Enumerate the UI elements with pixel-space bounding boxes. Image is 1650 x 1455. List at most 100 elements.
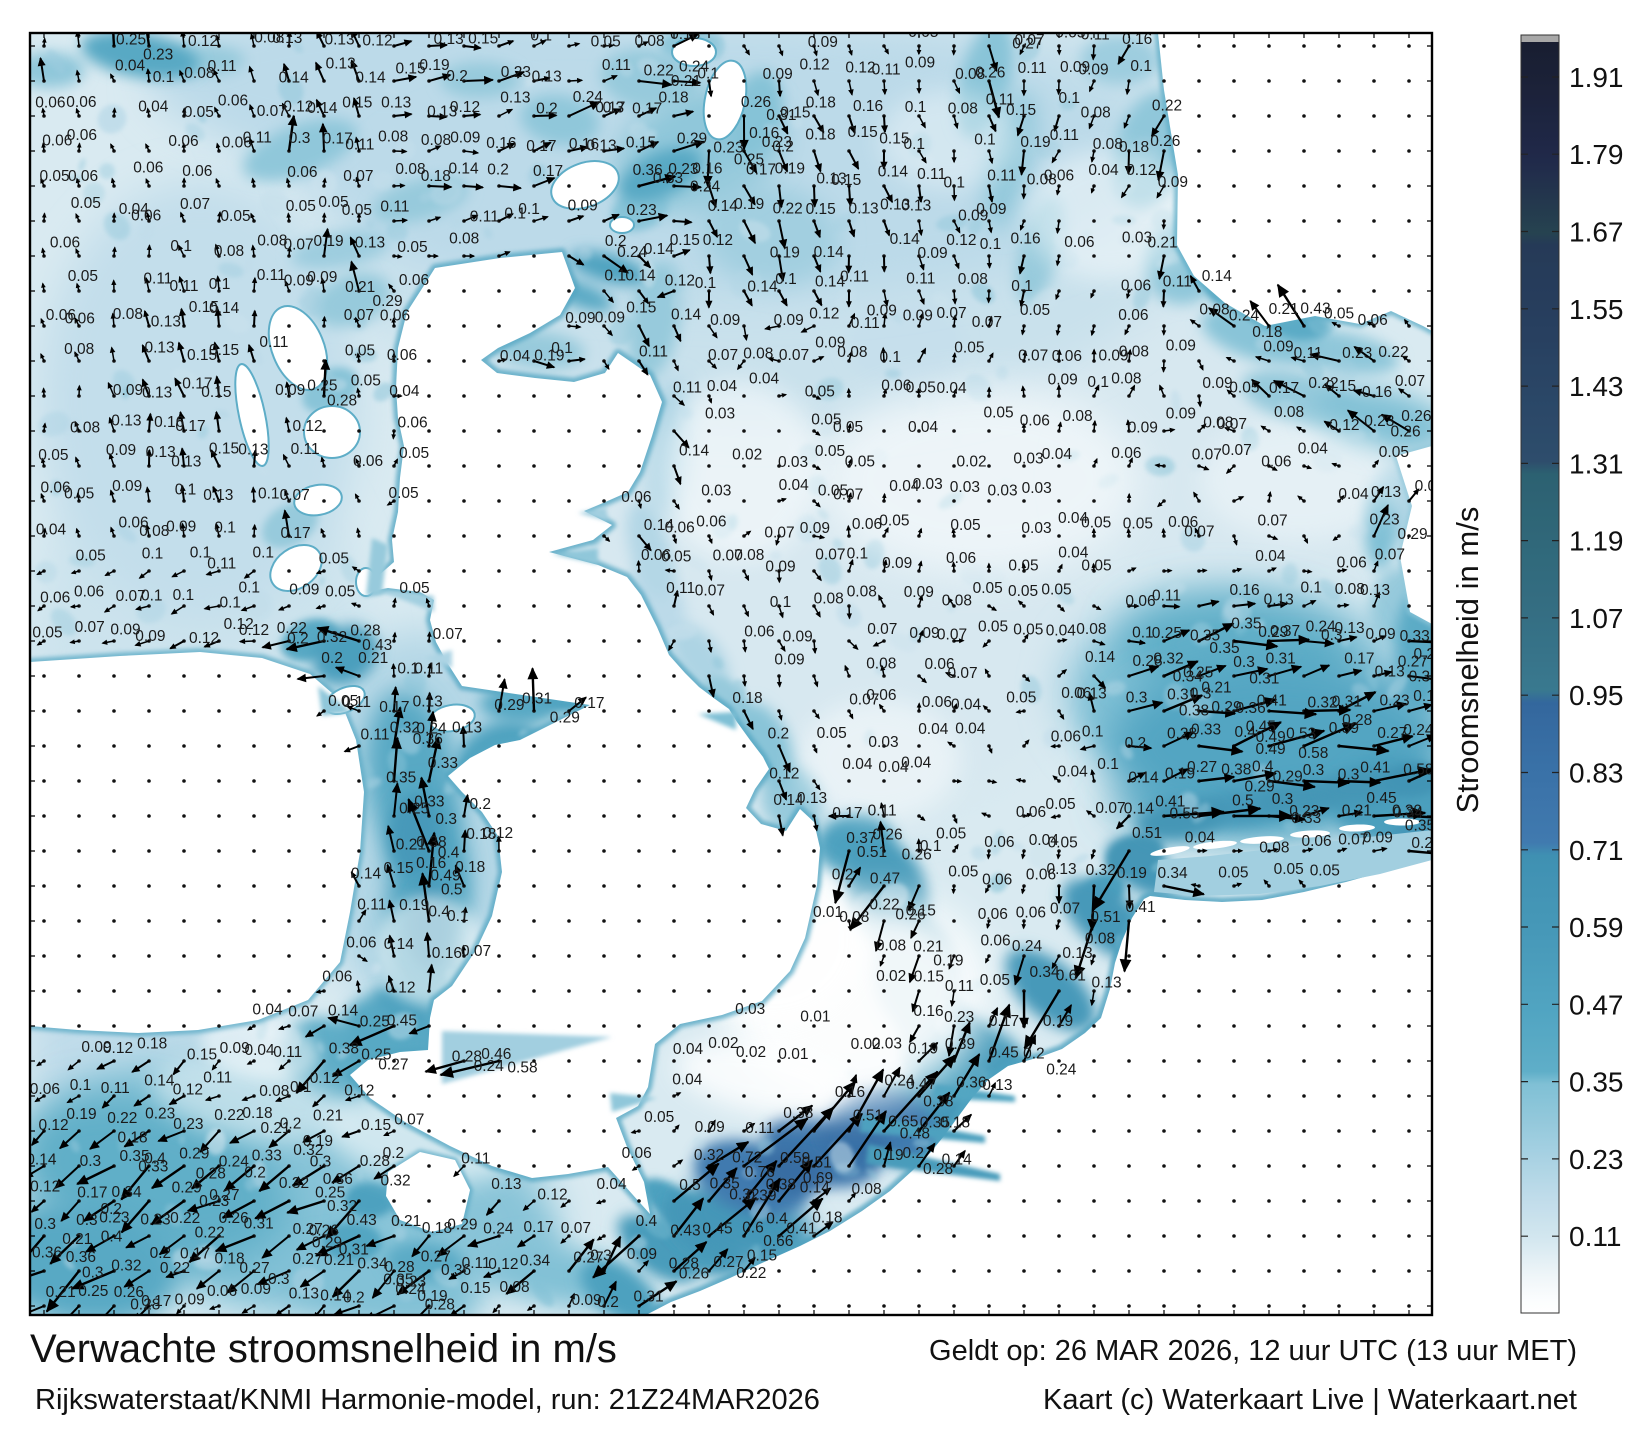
svg-text:0.08: 0.08 [1203,415,1233,432]
svg-text:0.06: 0.06 [218,93,248,110]
svg-text:0.06: 0.06 [353,453,383,470]
svg-text:0.09: 0.09 [710,312,740,329]
svg-text:0.13: 0.13 [434,31,464,48]
svg-text:0.59: 0.59 [780,1150,810,1167]
svg-text:0.38: 0.38 [923,1093,953,1110]
svg-text:0.22: 0.22 [277,620,307,637]
svg-text:0.23: 0.23 [396,1274,426,1291]
svg-text:0.21: 0.21 [671,73,701,90]
svg-text:0.09: 0.09 [1263,338,1293,355]
svg-text:0.31: 0.31 [766,107,796,124]
svg-text:0.07: 0.07 [433,626,463,643]
svg-text:0.39: 0.39 [945,1036,975,1053]
svg-text:0.09: 0.09 [808,34,838,51]
svg-text:0.32: 0.32 [694,1147,724,1164]
svg-text:0.19: 0.19 [775,161,805,178]
svg-text:0.04: 0.04 [1298,440,1329,457]
svg-text:0.27: 0.27 [293,1221,323,1238]
svg-text:0.16: 0.16 [1011,231,1041,248]
svg-text:0.06: 0.06 [984,834,1014,851]
svg-text:0.03: 0.03 [1122,229,1152,246]
svg-text:0.25: 0.25 [1152,625,1182,642]
svg-text:0.04: 0.04 [779,477,810,494]
svg-text:0.08: 0.08 [1063,408,1093,425]
svg-text:0.26: 0.26 [902,846,932,863]
svg-text:0.05: 0.05 [184,104,214,121]
svg-text:0.03: 0.03 [735,1001,765,1018]
svg-text:0.21: 0.21 [358,650,388,667]
svg-text:0.06: 0.06 [41,480,71,497]
svg-text:0.07: 0.07 [180,196,210,213]
svg-text:0.05: 0.05 [1274,861,1304,878]
svg-text:0.07: 0.07 [713,547,743,564]
svg-text:0.2: 0.2 [101,1201,123,1218]
svg-text:0.05: 0.05 [399,580,429,597]
svg-text:0.27: 0.27 [378,1057,408,1074]
svg-text:0.24: 0.24 [1046,1062,1077,1079]
svg-text:0.12: 0.12 [188,33,218,50]
svg-text:Verwachte stroomsnelheid in m/: Verwachte stroomsnelheid in m/s [30,1327,617,1371]
svg-text:0.06: 0.06 [131,208,161,225]
svg-text:0.01: 0.01 [800,1009,830,1026]
svg-text:0.13: 0.13 [1062,945,1092,962]
svg-text:0.08: 0.08 [139,523,169,540]
svg-text:0.16: 0.16 [1230,582,1260,599]
svg-text:0.05: 0.05 [40,168,70,185]
svg-text:0.05: 0.05 [644,1109,674,1126]
svg-text:0.4: 0.4 [144,1150,166,1167]
svg-text:0.18: 0.18 [455,859,485,876]
svg-text:0.11: 0.11 [1569,1221,1621,1252]
svg-text:0.17: 0.17 [1269,380,1299,397]
svg-text:0.2: 0.2 [903,1145,925,1162]
svg-text:0.2: 0.2 [383,1145,405,1162]
svg-text:0.11: 0.11 [872,61,901,78]
svg-text:0.23: 0.23 [1414,646,1444,663]
svg-text:0.05: 0.05 [318,194,348,211]
svg-text:0.03: 0.03 [701,483,731,500]
svg-text:0.09: 0.09 [882,555,912,572]
svg-text:0.06: 0.06 [866,687,896,704]
svg-text:0.1: 0.1 [258,486,280,503]
svg-text:0.07: 0.07 [288,1003,318,1020]
svg-text:0.59: 0.59 [1569,912,1624,943]
svg-text:0.04: 0.04 [1042,446,1073,463]
svg-text:0.14: 0.14 [384,936,415,953]
svg-text:0.18: 0.18 [242,1105,272,1122]
svg-text:0.15: 0.15 [831,172,861,189]
svg-text:0.2: 0.2 [1125,735,1147,752]
svg-text:0.31: 0.31 [522,691,552,708]
svg-text:0.06: 0.06 [852,516,882,533]
svg-text:0.38: 0.38 [1221,762,1251,779]
svg-text:0.29: 0.29 [550,710,580,727]
svg-text:0.15: 0.15 [780,104,810,121]
svg-text:0.09: 0.09 [166,518,196,535]
svg-text:0.18: 0.18 [812,1210,842,1227]
svg-text:0.09: 0.09 [1158,174,1188,191]
svg-text:0.61: 0.61 [1056,967,1086,984]
svg-text:0.06: 0.06 [387,347,417,364]
svg-text:0.14: 0.14 [1128,770,1159,787]
svg-text:0.47: 0.47 [870,871,900,888]
svg-text:0.14: 0.14 [644,241,675,258]
svg-text:0.04: 0.04 [1255,548,1286,565]
svg-text:0.09: 0.09 [774,312,804,329]
svg-text:0.05: 0.05 [1020,302,1050,319]
svg-text:0.06: 0.06 [42,132,72,149]
svg-text:0.01: 0.01 [778,1046,808,1063]
svg-text:0.09: 0.09 [135,628,165,645]
svg-text:0.21: 0.21 [46,1284,76,1301]
svg-text:0.2: 0.2 [832,866,854,883]
svg-text:0.09: 0.09 [1363,830,1393,847]
svg-text:0.31: 0.31 [1249,671,1279,688]
svg-text:0.3: 0.3 [603,99,625,116]
svg-text:0.07: 0.07 [343,168,373,185]
svg-text:0.26: 0.26 [895,907,925,924]
svg-text:0.06: 0.06 [68,168,98,185]
svg-text:0.13: 0.13 [289,1285,319,1302]
svg-text:0.21: 0.21 [324,1252,354,1269]
svg-text:0.29: 0.29 [172,1180,202,1197]
svg-text:0.19: 0.19 [303,1133,333,1150]
svg-text:0.06: 0.06 [222,134,252,151]
svg-text:0.23: 0.23 [140,1212,170,1229]
svg-text:0.26: 0.26 [309,1222,339,1239]
